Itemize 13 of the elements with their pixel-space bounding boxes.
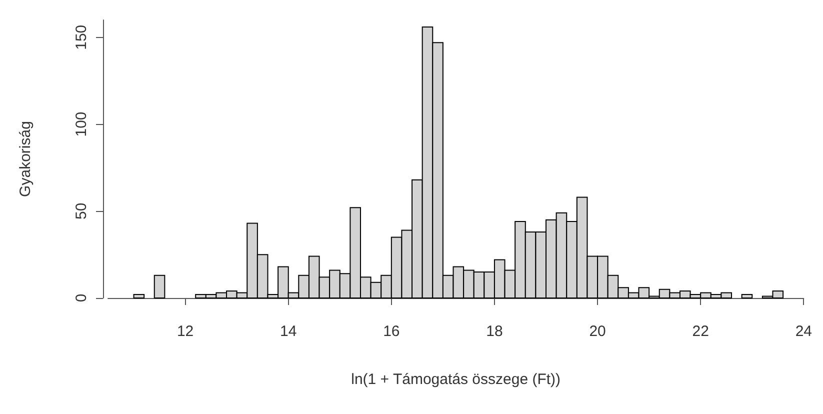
x-tick-label: 12	[176, 323, 194, 340]
x-tick-label: 18	[486, 323, 503, 340]
y-tick-label: 150	[73, 24, 90, 50]
x-axis-title: ln(1 + Támogatás összege (Ft))	[351, 371, 561, 388]
y-tick-label: 50	[73, 202, 90, 220]
x-tick-label: 14	[280, 323, 297, 340]
x-tick-label: 16	[383, 323, 400, 340]
x-tick-label: 22	[692, 323, 709, 340]
y-tick-label: 100	[73, 112, 90, 137]
y-axis-title: Gyakoriság	[17, 121, 34, 197]
x-tick-label: 20	[589, 323, 606, 340]
y-tick-label: 0	[73, 294, 90, 302]
x-tick-label: 24	[795, 323, 812, 340]
